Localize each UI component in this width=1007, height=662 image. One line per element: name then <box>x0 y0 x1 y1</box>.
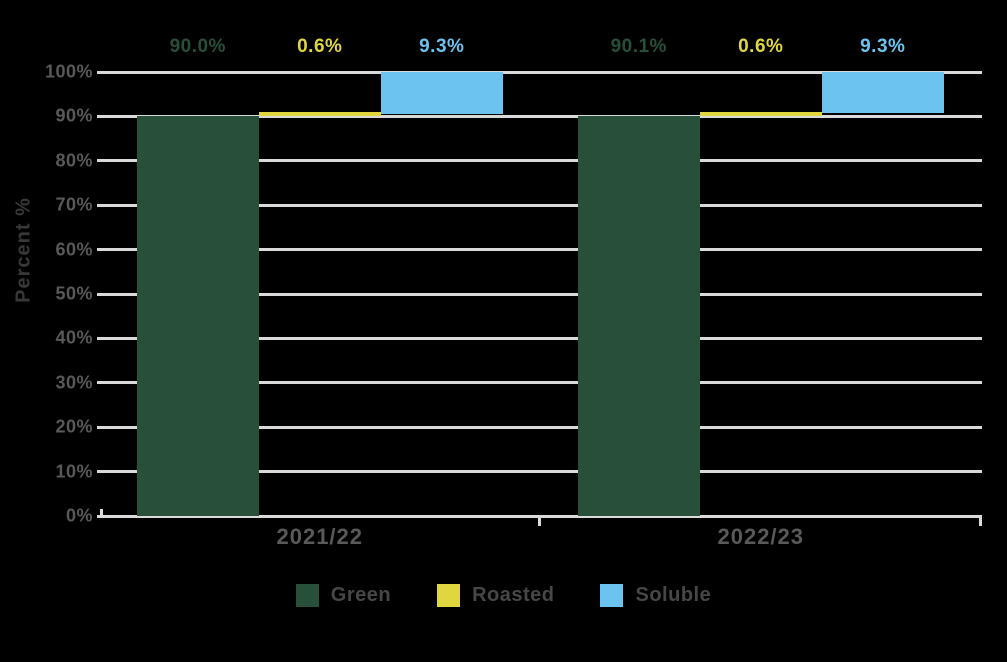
y-tick-label: 10% <box>55 461 93 482</box>
bar-green-2022-23 <box>577 115 700 516</box>
axis-boundary-tick <box>538 517 541 526</box>
legend-label: Green <box>330 584 392 606</box>
gridline <box>97 292 982 296</box>
gridline <box>97 470 982 474</box>
data-label-soluble: 9.3% <box>419 36 465 57</box>
gridline <box>97 381 982 385</box>
legend: Green Roasted Soluble <box>20 584 987 607</box>
y-tick-label: 30% <box>55 372 93 393</box>
bar-green-2021-22 <box>136 116 259 516</box>
legend-swatch-soluble-icon <box>600 584 624 607</box>
axis-boundary-tick <box>979 517 982 526</box>
y-tick-label: 70% <box>55 194 93 215</box>
legend-label: Roasted <box>472 584 555 606</box>
legend-item-green: Green <box>295 584 392 607</box>
bar-soluble-2022-23 <box>821 72 944 114</box>
y-tick-label: 100% <box>44 61 93 82</box>
y-tick-label: 40% <box>55 327 93 348</box>
gridline <box>97 248 982 252</box>
data-label-roasted: 0.6% <box>738 36 784 57</box>
y-tick-label: 80% <box>55 150 93 171</box>
gridline <box>97 336 982 340</box>
bar-roasted-2022-23 <box>699 111 822 116</box>
gridline <box>97 159 982 163</box>
data-label-green: 90.1% <box>610 36 667 57</box>
gridline <box>97 70 982 74</box>
bar-roasted-2021-22 <box>258 112 381 117</box>
x-axis-line <box>97 514 982 518</box>
gridline <box>97 114 982 118</box>
y-tick-label: 90% <box>55 105 93 126</box>
axis-boundary-tick <box>100 509 103 516</box>
data-label-green: 90.0% <box>169 36 226 57</box>
legend-item-roasted: Roasted <box>437 584 554 607</box>
y-tick-label: 60% <box>55 239 93 260</box>
data-label-roasted: 0.6% <box>297 36 343 57</box>
gridline <box>97 425 982 429</box>
legend-label: Soluble <box>635 584 712 606</box>
data-label-soluble: 9.3% <box>860 36 906 57</box>
bar-soluble-2021-22 <box>380 72 503 114</box>
x-axis-label: 2021/22 <box>276 524 364 549</box>
gridline <box>97 203 982 207</box>
y-tick-label: 50% <box>55 283 93 304</box>
legend-item-soluble: Soluble <box>600 584 711 607</box>
y-tick-label: 0% <box>65 505 93 526</box>
legend-swatch-green-icon <box>295 584 319 607</box>
legend-swatch-roasted-icon <box>437 584 461 607</box>
y-tick-label: 20% <box>55 416 93 437</box>
x-axis-label: 2022/23 <box>717 524 805 549</box>
